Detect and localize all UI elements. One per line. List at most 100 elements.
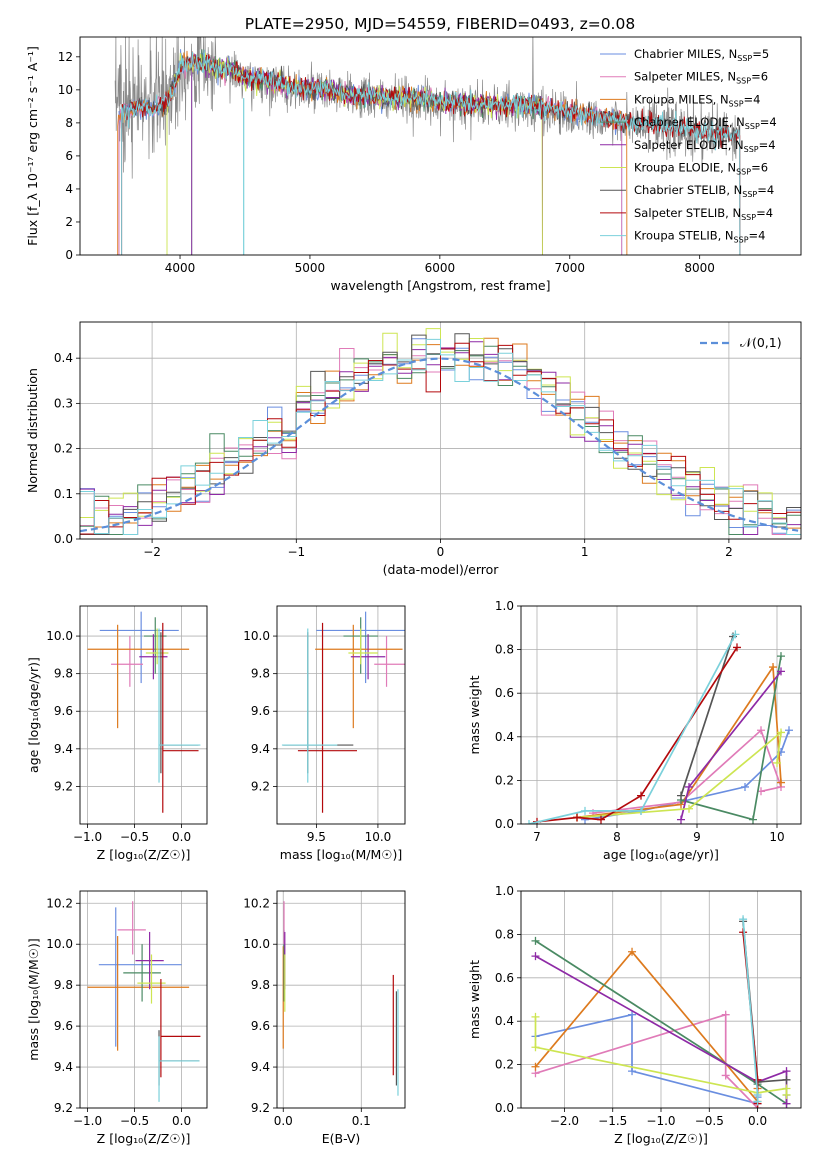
x-tick-label: 10 (769, 830, 784, 844)
y-tick-label: 10 (58, 83, 73, 97)
x-tick-label: −1.5 (598, 1114, 627, 1128)
panel-weights-vs-age: 7 8 9 10 0.0 0.2 0.4 0.6 0.8 1.0 age [log₁₀(age/yr… (467, 599, 802, 862)
weight-line-kroupa-miles (576, 664, 782, 819)
x-tick-label: −2 (143, 545, 161, 559)
grid-age-vs-mass (277, 606, 405, 824)
plot-area-age-vs-Z (87, 611, 201, 813)
y-tick-label: 9.6 (251, 1019, 270, 1033)
residual-histogram-salpeter-stelib (80, 342, 801, 535)
weight-marker (769, 663, 777, 672)
y-tick-label: 10.0 (243, 937, 270, 951)
y-tick-label: 9.4 (251, 742, 270, 756)
y-tick-label: 0.0 (495, 817, 514, 831)
y-axis-age-vs-mass: 9.2 9.4 9.6 9.8 10.0 (243, 629, 277, 793)
legend-entry: 𝒩(0,1) (740, 335, 782, 350)
x-tick-label: 8000 (684, 261, 715, 275)
weight-line-chabrier-stelib (680, 636, 734, 796)
weight-marker (628, 947, 637, 956)
x-axis-label: Z [log₁₀(Z/Z☉)] (97, 847, 191, 862)
x-tick-label: 7 (533, 830, 541, 844)
plot-area-mass-vs-ebv (282, 901, 399, 1096)
y-tick-label: 10.0 (46, 937, 73, 951)
y-axis-mass-vs-ebv: 9.2 9.4 9.6 9.8 10.0 10.2 (243, 896, 277, 1115)
x-tick-label: −0.5 (120, 1114, 149, 1128)
weight-marker (753, 1097, 762, 1106)
model-spectrum-kroupa-stelib (121, 49, 741, 255)
y-tick-label: 0.2 (495, 1058, 514, 1072)
legend-entry: Chabrier MILES, NSSP=5 (634, 47, 769, 63)
x-axis-label: Z [log₁₀(Z/Z☉)] (97, 1131, 191, 1146)
y-axis-weights-vs-Z: 0.0 0.2 0.4 0.6 0.8 1.0 (495, 884, 521, 1115)
legend-entry: Kroupa STELIB, NSSP=4 (634, 229, 765, 245)
y-axis-label: Flux [f_λ 10⁻¹⁷ erg cm⁻² s⁻¹ A⁻¹] (25, 46, 40, 246)
x-tick-label: −1.0 (646, 1114, 675, 1128)
x-tick-label: −1.0 (73, 1114, 102, 1128)
weight-marker (785, 726, 793, 735)
x-axis-weights-vs-age: 7 8 9 10 (533, 824, 785, 844)
y-tick-label: 10.0 (46, 629, 73, 643)
x-tick-label: 0.1 (352, 1114, 371, 1128)
x-tick-label: 0.0 (748, 1114, 767, 1128)
y-tick-label: 0.8 (495, 643, 514, 657)
x-axis-age-vs-Z: −1.0 −0.5 0.0 (73, 824, 191, 844)
y-axis-label: mass weight (467, 675, 482, 754)
y-tick-label: 0.1 (54, 487, 73, 501)
figure-title: PLATE=2950, MJD=54559, FIBERID=0493, z=0… (245, 15, 635, 33)
y-tick-label: 0.0 (495, 1101, 514, 1115)
weight-marker (531, 952, 540, 961)
weight-marker (741, 782, 749, 791)
x-tick-label: −1 (287, 545, 305, 559)
axes-frame (79, 605, 208, 825)
y-tick-label: 0.4 (54, 351, 73, 365)
weight-marker (531, 1012, 540, 1021)
x-axis-residuals: −2 −1 0 1 2 (143, 539, 733, 559)
panel-weights-vs-Z: −2.0 −1.5 −1.0 −0.5 0.0 0.0 0.2 0.4 0.6 0.8 1.0 Z [… (467, 884, 802, 1146)
y-tick-label: 0.6 (495, 971, 514, 985)
x-axis-spectrum: 4000 5000 6000 7000 8000 (165, 255, 715, 275)
weight-marker (739, 928, 748, 937)
panel-spectrum: Chabrier MILES, NSSP=5 Salpeter MILES, NS… (25, 36, 802, 293)
weight-marker (753, 1075, 762, 1084)
weight-marker (777, 667, 785, 676)
legend-entry: Kroupa ELODIE, NSSP=6 (634, 161, 768, 177)
x-axis-label: age [log₁₀(age/yr)] (603, 847, 719, 862)
y-tick-label: 0.3 (54, 396, 73, 410)
weight-marker (628, 1067, 637, 1076)
y-tick-label: 10.2 (243, 896, 270, 910)
legend-entry: Chabrier STELIB, NSSP=4 (634, 183, 774, 199)
y-tick-label: 9.8 (251, 978, 270, 992)
weight-marker (531, 936, 540, 945)
weight-line-kroupa-stelib (528, 633, 737, 824)
weight-marker (677, 791, 685, 800)
x-tick-label: 0.0 (274, 1114, 293, 1128)
y-tick-label: 8 (65, 116, 73, 130)
y-tick-label: 0.2 (54, 442, 73, 456)
y-tick-label: 9.2 (54, 779, 73, 793)
x-tick-label: 5000 (295, 261, 326, 275)
panel-mass-vs-Z: −1.0 −0.5 0.0 9.2 9.4 9.6 9.8 10.0 10.2 Z [log₁₀(… (26, 890, 208, 1146)
x-axis-label: wavelength [Angstrom, rest frame] (330, 278, 550, 293)
axes-frame (79, 890, 208, 1109)
y-axis-residuals: 0.0 0.1 0.2 0.3 0.4 (54, 351, 80, 546)
weight-marker (777, 652, 785, 661)
y-tick-label: 9.2 (54, 1101, 73, 1115)
plot-area-residuals (80, 328, 801, 535)
y-axis-label: age [log₁₀(age/yr)] (26, 657, 41, 773)
y-tick-label: 12 (58, 50, 73, 64)
plot-area-mass-vs-Z (87, 901, 201, 1102)
plot-area-age-vs-mass (281, 611, 405, 813)
weight-marker (777, 728, 785, 737)
y-tick-label: 6 (65, 149, 73, 163)
panel-age-vs-mass: 9.5 10.0 9.2 9.4 9.6 9.8 10.0 mass [log₁₀(M/M☉)… (243, 605, 406, 862)
axes-frame (79, 321, 802, 540)
y-tick-label: 9.8 (54, 667, 73, 681)
y-tick-label: 0.4 (495, 1014, 514, 1028)
legend-entry: Kroupa MILES, NSSP=4 (634, 92, 760, 108)
panel-mass-vs-ebv: 0.0 0.1 9.2 9.4 9.6 9.8 10.0 10.2 E(B-V) (243, 890, 406, 1146)
y-tick-label: 4 (65, 182, 73, 196)
axes-frame (520, 605, 802, 825)
y-tick-label: 9.6 (54, 704, 73, 718)
legend-residuals: 𝒩(0,1) (700, 335, 782, 350)
weight-marker (637, 806, 645, 815)
